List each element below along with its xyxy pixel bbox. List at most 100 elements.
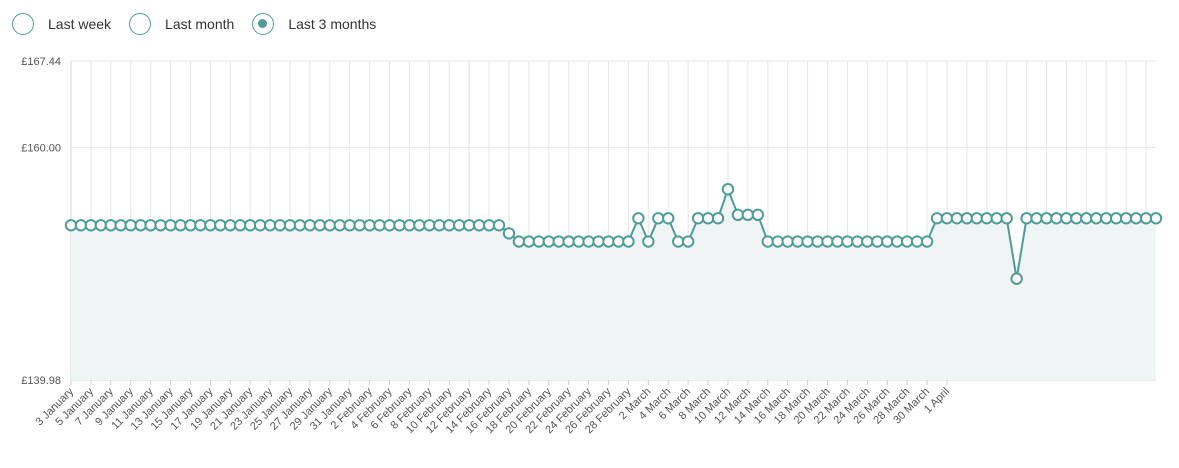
data-point[interactable] (900, 235, 914, 248)
data-point[interactable] (612, 235, 625, 248)
data-point[interactable] (403, 219, 416, 232)
data-point[interactable] (1010, 272, 1023, 285)
data-point[interactable] (283, 219, 297, 232)
data-point[interactable] (781, 235, 794, 248)
data-point[interactable] (602, 235, 615, 248)
data-point[interactable] (920, 235, 934, 248)
data-point[interactable] (323, 219, 337, 232)
data-point[interactable] (224, 219, 237, 232)
data-point[interactable] (462, 219, 476, 232)
data-point[interactable] (821, 235, 834, 248)
data-point[interactable] (303, 219, 317, 232)
data-point[interactable] (691, 212, 705, 225)
data-point[interactable] (204, 219, 217, 232)
data-point[interactable] (94, 219, 108, 232)
data-point[interactable] (572, 235, 585, 248)
data-point[interactable] (552, 235, 565, 248)
data-point[interactable] (592, 235, 605, 248)
data-point[interactable] (383, 219, 396, 232)
data-point[interactable] (890, 235, 904, 248)
data-point[interactable] (443, 219, 456, 232)
data-point[interactable] (1129, 212, 1143, 225)
data-point[interactable] (681, 235, 695, 248)
data-point[interactable] (751, 208, 765, 222)
data-point[interactable] (1060, 212, 1073, 225)
data-point[interactable] (522, 235, 536, 248)
data-point[interactable] (343, 219, 356, 232)
data-point[interactable] (542, 235, 555, 248)
data-point[interactable] (413, 219, 426, 232)
data-point[interactable] (1119, 212, 1133, 225)
data-point[interactable] (512, 235, 526, 248)
data-point[interactable] (154, 219, 167, 232)
data-point[interactable] (214, 219, 227, 232)
data-point[interactable] (532, 235, 546, 248)
data-point[interactable] (423, 219, 436, 232)
data-point[interactable] (1070, 212, 1083, 225)
data-point[interactable] (1000, 212, 1013, 225)
data-point[interactable] (84, 219, 98, 232)
data-point[interactable] (1090, 212, 1103, 225)
data-point[interactable] (791, 235, 804, 248)
data-point[interactable] (582, 235, 595, 248)
radio-last-3-months[interactable] (252, 13, 275, 35)
data-point[interactable] (114, 219, 127, 232)
data-point[interactable] (144, 219, 157, 232)
data-point[interactable] (333, 219, 346, 232)
data-point[interactable] (263, 219, 277, 232)
data-point[interactable] (1100, 212, 1113, 225)
data-point[interactable] (184, 219, 197, 232)
data-point[interactable] (980, 212, 993, 225)
data-point[interactable] (393, 219, 406, 232)
data-point[interactable] (353, 219, 366, 232)
data-point[interactable] (761, 235, 774, 248)
data-point[interactable] (940, 212, 954, 225)
data-point[interactable] (124, 219, 137, 232)
data-point[interactable] (1040, 212, 1053, 225)
data-point[interactable] (363, 219, 376, 232)
data-point[interactable] (990, 212, 1003, 225)
data-point[interactable] (910, 235, 924, 248)
data-point[interactable] (492, 219, 506, 232)
data-point[interactable] (243, 219, 257, 232)
data-point[interactable] (453, 219, 466, 232)
data-point[interactable] (801, 235, 814, 248)
radio-last-week[interactable] (12, 13, 34, 35)
data-point[interactable] (881, 235, 894, 248)
data-point[interactable] (74, 219, 88, 232)
data-point[interactable] (1139, 212, 1153, 225)
data-point[interactable] (731, 208, 745, 222)
data-point[interactable] (970, 212, 984, 225)
range-option-last-week[interactable]: Last week (12, 13, 111, 35)
data-point[interactable] (562, 235, 575, 248)
data-point[interactable] (652, 212, 665, 225)
data-point[interactable] (672, 235, 685, 248)
data-point[interactable] (771, 235, 784, 248)
data-point[interactable] (134, 219, 147, 232)
data-point[interactable] (104, 219, 118, 232)
data-point[interactable] (632, 212, 645, 225)
data-point[interactable] (1109, 212, 1123, 225)
data-point[interactable] (622, 235, 635, 248)
data-point[interactable] (642, 235, 655, 248)
data-point[interactable] (194, 219, 207, 232)
data-point[interactable] (64, 219, 78, 232)
data-point[interactable] (950, 212, 964, 225)
data-point[interactable] (851, 235, 864, 248)
data-point[interactable] (234, 219, 247, 232)
radio-last-month[interactable] (129, 13, 152, 35)
data-point[interactable] (433, 219, 446, 232)
data-point[interactable] (164, 219, 177, 232)
data-point[interactable] (960, 212, 974, 225)
data-point[interactable] (701, 212, 715, 225)
data-point[interactable] (1149, 212, 1163, 225)
range-option-last-3-months[interactable]: Last 3 months (252, 13, 376, 35)
data-point[interactable] (711, 212, 725, 225)
data-point[interactable] (871, 235, 884, 248)
data-point[interactable] (930, 212, 944, 225)
data-point[interactable] (373, 219, 386, 232)
data-point[interactable] (1080, 212, 1093, 225)
data-point[interactable] (861, 235, 874, 248)
data-point[interactable] (811, 235, 824, 248)
data-point[interactable] (502, 227, 516, 240)
